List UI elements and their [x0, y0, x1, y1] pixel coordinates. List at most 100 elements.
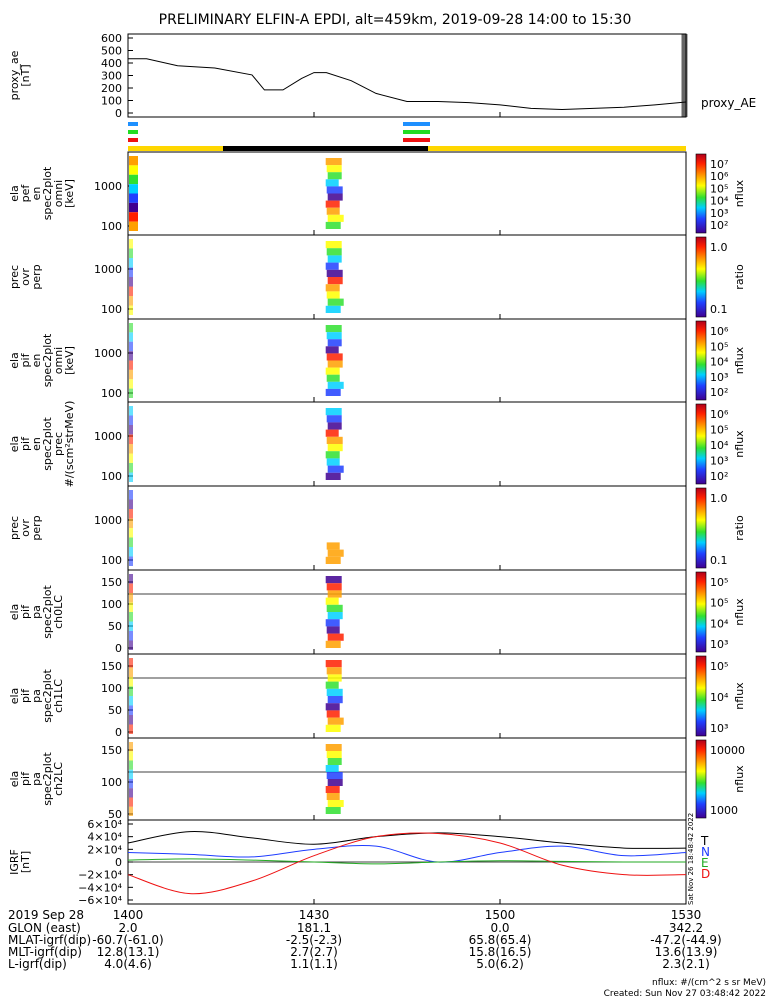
- panel-4-colorbar-label: 10²: [710, 470, 728, 483]
- panel-4-early-cell: [129, 472, 133, 482]
- panel-6-colorbar-label: 10⁵: [710, 576, 728, 589]
- panel-7-colorbar-label: 10³: [710, 722, 728, 735]
- panel-3-early-cell: [129, 332, 133, 342]
- panel-4-event-cell: [325, 429, 339, 437]
- panel-3-event-cell: [326, 353, 343, 361]
- panel-2-early-cell: [129, 267, 133, 277]
- ephemeris-value: 181.1: [297, 921, 331, 935]
- panel-5-early-cell: [129, 509, 133, 519]
- panel-2-event-cell: [325, 241, 342, 249]
- panel-5-colorbar: [695, 487, 707, 569]
- panel-8-event-cell: [327, 758, 342, 765]
- panel-5-ylabel-line: prec: [8, 516, 21, 540]
- panel-5-early-cell: [129, 518, 133, 528]
- panel-6-ylabel-line: pa: [30, 605, 43, 619]
- panel-8-event-cell: [325, 765, 339, 772]
- panel-3-colorbar-label: 10³: [710, 371, 728, 384]
- panel-1-early-cell: [129, 221, 138, 231]
- panel-6-ytick-label: 150: [101, 576, 122, 589]
- panel-3-event-cell: [327, 360, 343, 368]
- panel-1-event-cell: [326, 165, 342, 173]
- panel-5-event-cell: [325, 535, 340, 543]
- proxy-ae-line: [128, 58, 687, 111]
- panels-group: proxy_ae[nT]6005004003002001000proxy_AEe…: [8, 32, 756, 907]
- panel-6-frame: [127, 569, 687, 655]
- panel-4-colorbar-label: 10³: [710, 455, 728, 468]
- igrf-legend-T: T: [700, 834, 709, 848]
- panel-8-event-cell: [326, 751, 342, 758]
- panel-6-colorbar: [695, 571, 707, 653]
- panel-4-event-cell: [326, 458, 340, 466]
- panel-1-event-cell: [327, 214, 344, 222]
- panel-4-colorbar: [695, 403, 707, 485]
- panel-1-ylabel-line: spec2plot: [41, 166, 54, 220]
- panel-4-early-cell: [129, 425, 133, 435]
- panel-2-event-cell: [325, 284, 340, 292]
- panel-3-early-cell: [129, 379, 133, 389]
- panel-7-event-cell: [326, 667, 342, 675]
- panel-3-colorbar-label: 10⁴: [710, 356, 729, 369]
- ephemeris-value: 13.6(13.9): [655, 945, 718, 959]
- panel-1-early-cell: [129, 212, 138, 222]
- panel-6-ytick-label: 0: [115, 642, 122, 655]
- panel-7-event-cell: [326, 710, 340, 718]
- panel-6-ylabel-line: spec2plot: [41, 585, 54, 639]
- panel-6-event-cell: [327, 590, 342, 598]
- panel-7-colorbar-title: nflux: [733, 682, 746, 710]
- panel-1-colorbar-label: 10⁴: [710, 195, 729, 208]
- panel-5-colorbar-title: ratio: [733, 515, 746, 541]
- panel-7-ylabel-line: ela: [8, 688, 21, 705]
- sunlight-strip: [428, 146, 686, 151]
- ephemeris-value: 2.3(2.1): [662, 957, 710, 971]
- panel-4-ylabel-line: prec: [52, 432, 65, 456]
- panel-7-event-cell: [327, 696, 343, 704]
- panel-1-frame: [127, 151, 687, 236]
- panel-2-event-cell: [327, 298, 344, 306]
- panel-6-colorbar-title: nflux: [733, 598, 746, 626]
- panel-2-event-cell: [327, 277, 343, 285]
- panel-2-ylabel-line: ovr: [19, 268, 32, 286]
- panel-6-ylabel-line: ch0LC: [52, 595, 65, 629]
- panel-6-event-cell: [326, 604, 343, 612]
- panel-3-ylabel-line: omni: [52, 347, 65, 374]
- panel-8-event-cell: [325, 786, 340, 793]
- panel-3-colorbar-title: nflux: [733, 346, 746, 374]
- igrf-legend-D: D: [701, 867, 710, 881]
- panel-3-ytick-label: 100: [101, 387, 122, 400]
- panel-7-ytick-label: 0: [115, 726, 122, 739]
- panel-8-event-cell: [325, 744, 342, 751]
- panel-0-ytick-label: 500: [101, 45, 122, 58]
- panel-4-early-cell: [129, 463, 133, 473]
- panel-6-colorbar-label: 10³: [710, 638, 728, 651]
- panel-7-colorbar-label: 10⁵: [710, 660, 728, 673]
- time-row-label: 2019 Sep 28: [8, 908, 84, 922]
- panel-7-ytick-label: 100: [101, 682, 122, 695]
- panel-1-colorbar: [695, 153, 707, 234]
- panel-1-early-cell: [129, 193, 138, 203]
- panel-4-event-cell: [327, 465, 344, 473]
- ephemeris-value: 12.8(13.1): [97, 945, 160, 959]
- proxy-ae-legend: proxy_AE: [701, 96, 756, 110]
- panel-6-event-cell: [325, 597, 339, 605]
- panel-8-colorbar-title: nflux: [733, 765, 746, 793]
- panel-0-ylabel-line: [nT]: [19, 64, 32, 86]
- eclipse-strip: [223, 146, 428, 151]
- panel-5-ylabel-line: perp: [30, 515, 43, 540]
- panel-7-early-cell: [129, 667, 133, 677]
- panel-7-early-cell: [129, 658, 133, 668]
- panel-4-early-cell: [129, 453, 133, 463]
- panel-4-ytick-label: 100: [101, 470, 122, 483]
- panel-8-ylabel-line: ch2LC: [52, 762, 65, 796]
- panel-4-frame: [127, 401, 687, 487]
- ephemeris-value: 342.2: [669, 921, 703, 935]
- panel-4-early-cell: [129, 444, 133, 454]
- panel-5-early-cell: [129, 499, 133, 509]
- panel-8-early-cell: [129, 769, 133, 779]
- panel-8-colorbar-label: 1000: [710, 804, 738, 817]
- panel-1-early-cell: [129, 184, 138, 194]
